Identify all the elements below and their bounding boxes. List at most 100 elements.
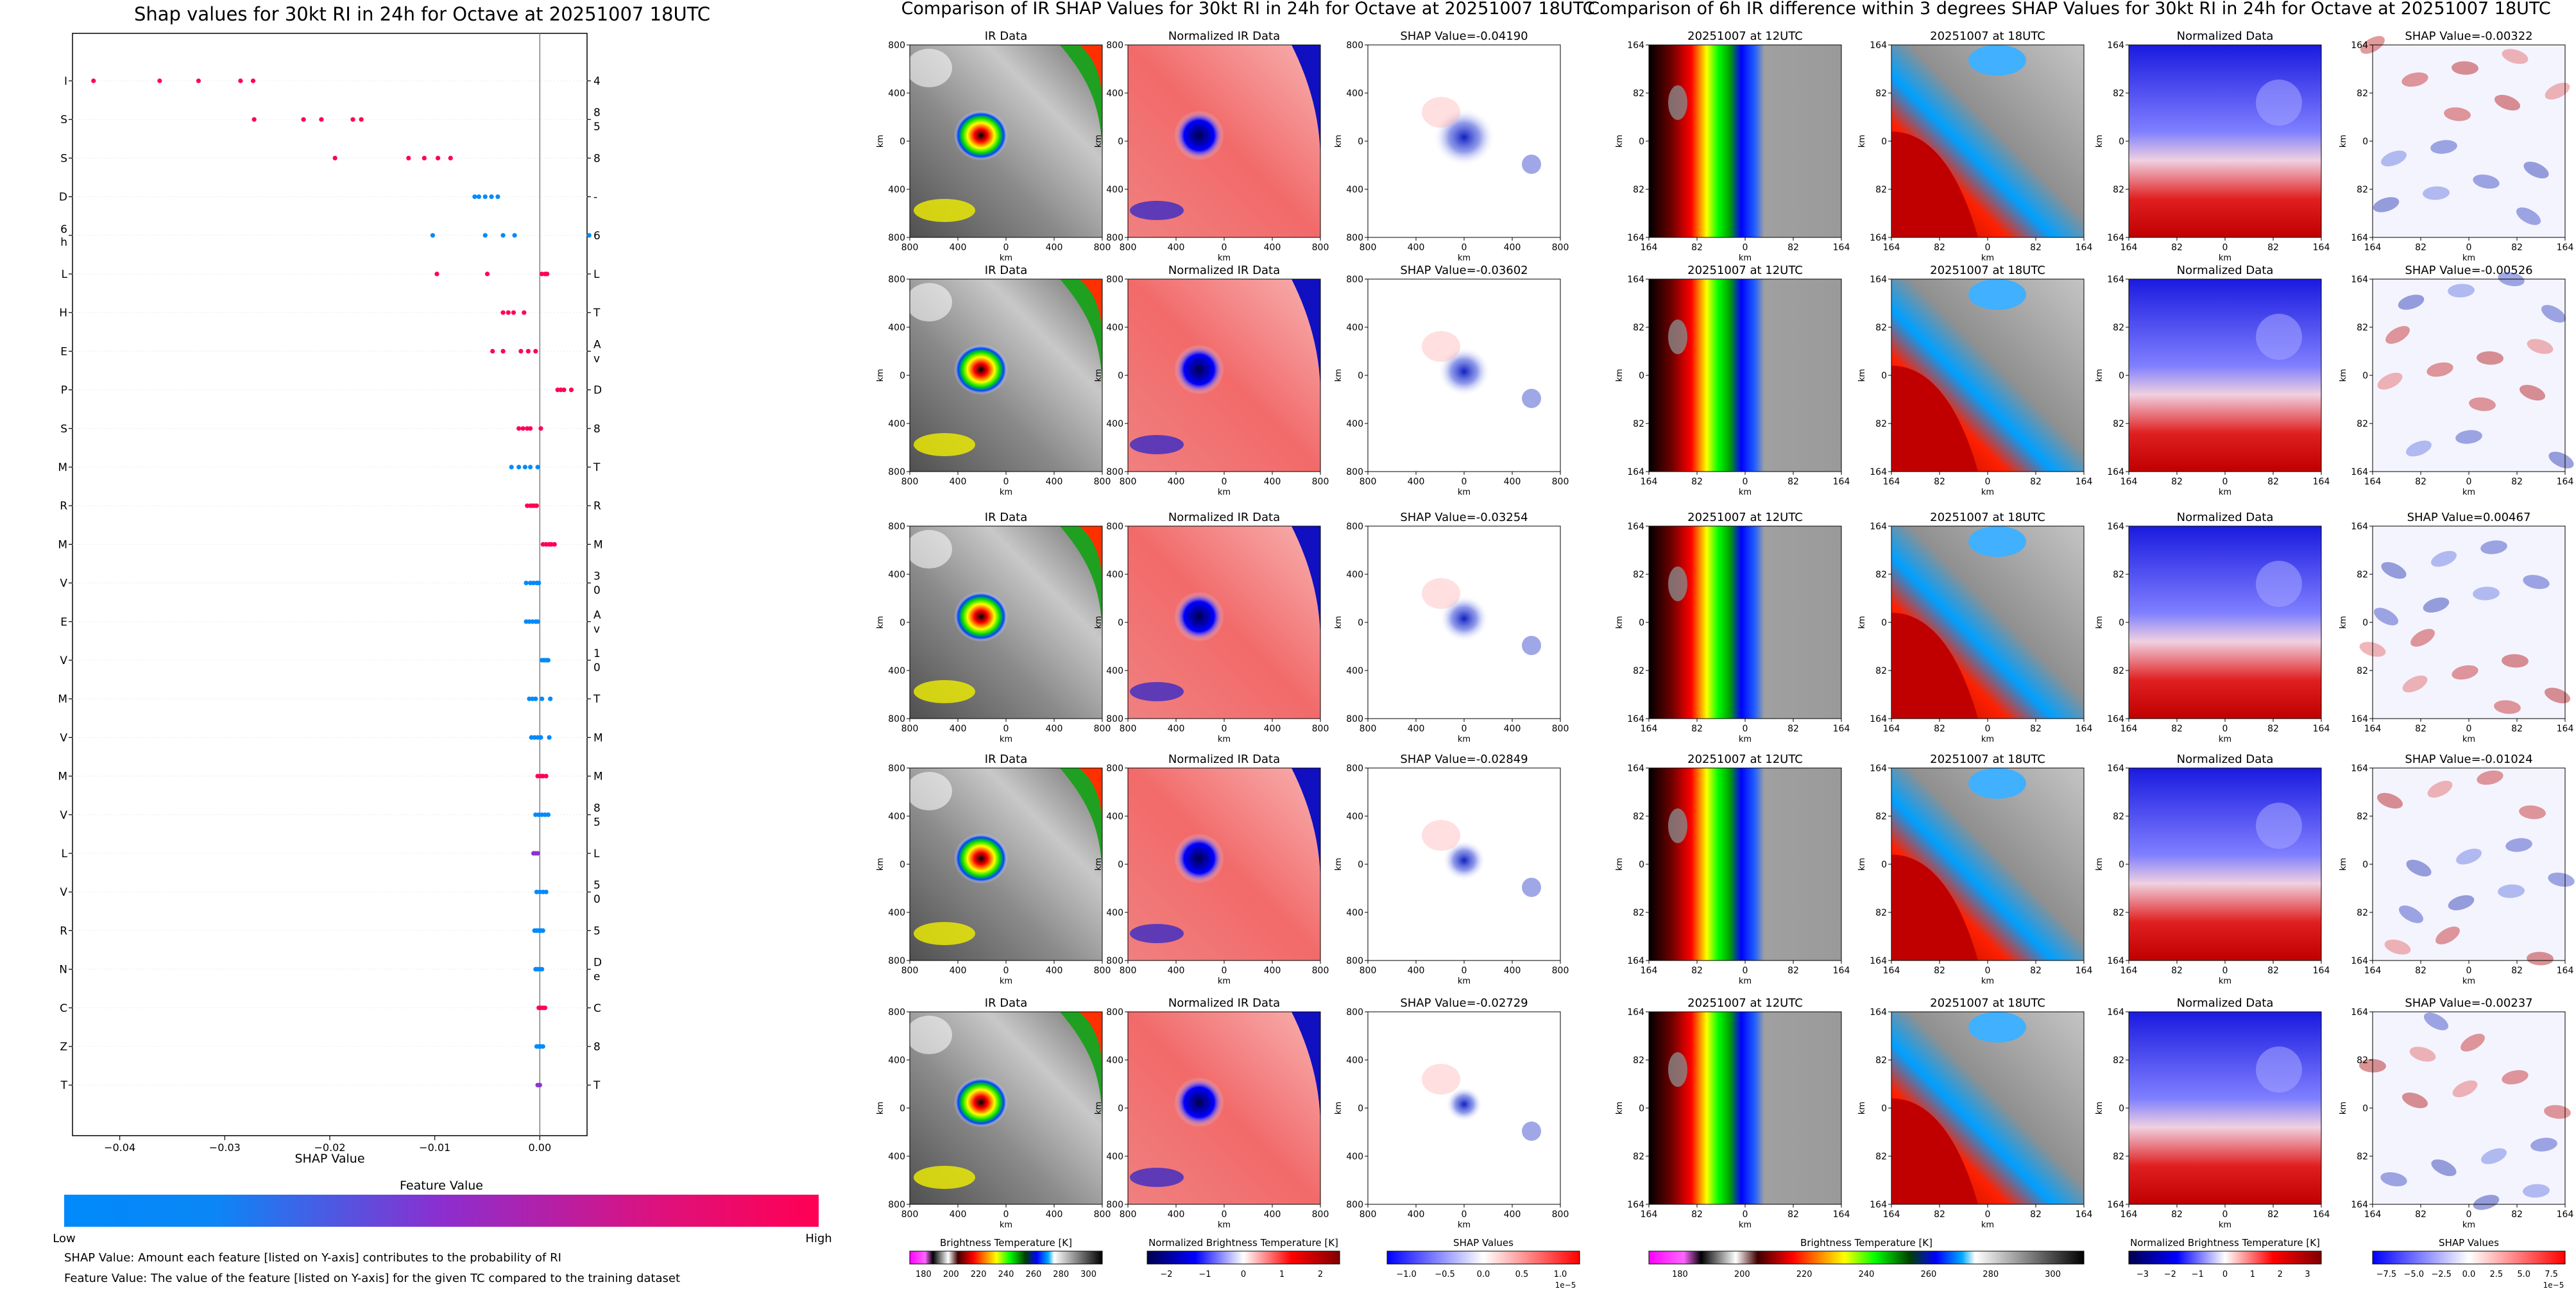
x-tick-label: 400 (1504, 243, 1521, 253)
y-tick-label: 164 (1627, 522, 1644, 532)
y-tick-label: 82 (2113, 323, 2124, 333)
diff-image-12utc (1649, 45, 1841, 237)
y-tick-label: 82 (2357, 570, 2368, 580)
y-tick-label: 0 (1118, 137, 1123, 147)
shap-spot (1442, 840, 1486, 881)
colorbar-label: Brightness Temperature [K] (1800, 1237, 1932, 1249)
colorbar-tick-label: 2 (2278, 1270, 2283, 1279)
shap-positive (1422, 97, 1460, 128)
panel-title: Normalized Data (2177, 996, 2274, 1010)
x-tick-label: 164 (1641, 1209, 1658, 1220)
y-tick-label: 800 (888, 522, 905, 532)
shap-point (500, 348, 506, 354)
x-tick-label: 400 (950, 243, 967, 253)
diff-shap-blob (2473, 586, 2500, 601)
y-tick-label: 164 (2351, 956, 2368, 966)
colorbar-tick-label: −1.0 (1396, 1270, 1417, 1279)
diff-shap-blob (2381, 561, 2407, 579)
x-tick-label: 0 (1003, 966, 1009, 976)
x-tick-label: 0.00 (529, 1141, 552, 1154)
shap-point (472, 194, 477, 200)
x-axis-label: km (2462, 253, 2475, 263)
feature-name-label: M (58, 771, 67, 783)
shap-point (489, 194, 494, 200)
x-axis-label: km (2219, 253, 2231, 263)
x-tick-label: 164 (1833, 966, 1850, 976)
diff-shap-blob (2527, 339, 2554, 354)
feature-description: 5 (593, 121, 601, 133)
feature-name-label: N (59, 964, 67, 977)
y-tick-label: 400 (1106, 570, 1123, 580)
y-tick-label: 82 (1875, 1055, 1887, 1066)
x-tick-label: 164 (1883, 1209, 1900, 1220)
x-tick-label: 0 (1462, 966, 1467, 976)
y-tick-label: 82 (1633, 666, 1644, 676)
shap-point (540, 1044, 545, 1049)
shap-point (543, 889, 549, 894)
y-tick-label: 800 (888, 764, 905, 774)
y-tick-label: 82 (1633, 185, 1644, 195)
norm-band (1292, 768, 1320, 884)
x-tick-label: 82 (2415, 1209, 2427, 1220)
y-tick-label: 164 (2351, 233, 2368, 243)
y-tick-label: 82 (2357, 89, 2368, 99)
shap-point (540, 696, 545, 701)
diff-cold-top (1968, 768, 2026, 799)
feature-description: 5 (593, 816, 601, 829)
shap-point (422, 155, 427, 160)
x-tick-label: 0 (1462, 1209, 1467, 1220)
diff-shap-blob (2523, 1184, 2550, 1198)
shap-point (91, 78, 96, 83)
colorbar-tick-label: 1.0 (1554, 1270, 1567, 1279)
x-tick-label: 164 (1641, 477, 1658, 487)
x-tick-label: 164 (1883, 243, 1900, 253)
x-axis-label: km (1981, 1220, 1994, 1230)
y-axis-label: km (1615, 369, 1625, 382)
x-tick-label: 82 (1787, 724, 1799, 734)
y-tick-label: 0 (1881, 371, 1887, 381)
ir-storm (954, 833, 1008, 884)
feature-description: 1 (593, 647, 601, 660)
y-axis-label: km (1334, 616, 1343, 629)
x-tick-label: 400 (1168, 724, 1185, 734)
y-tick-label: 400 (1106, 89, 1123, 99)
shap-x-axis: −0.04 −0.03 −0.02 −0.01 0.00 (104, 1136, 551, 1154)
y-axis-label: km (876, 369, 885, 382)
y-axis-label: km (1334, 369, 1343, 382)
diff-shap-blob (2456, 848, 2482, 865)
feature-description: M (593, 771, 603, 783)
x-axis-label: km (2219, 977, 2231, 986)
shap-point (547, 735, 552, 740)
ir-cloud-core (1079, 768, 1102, 835)
shap-point (524, 581, 529, 586)
y-tick-label: 82 (2113, 812, 2124, 822)
y-tick-label: 800 (1106, 764, 1123, 774)
x-tick-label: 82 (1934, 243, 1945, 253)
feature-description: 0 (593, 893, 601, 906)
diff-warm-core (1891, 613, 1978, 719)
x-tick-label: 164 (1641, 724, 1658, 734)
diff-shap-blob (2427, 780, 2453, 798)
diff-colorbars: Brightness Temperature [K] 180 200 220 240 26… (1648, 1237, 2566, 1289)
y-tick-label: 82 (2113, 1152, 2124, 1162)
x-axis-label: km (1000, 488, 1012, 497)
feature-description: e (593, 971, 600, 984)
colorbar-tick-label: 3 (2305, 1270, 2310, 1279)
shap-summary-panel: Shap values for 30kt RI in 24h for Octav… (53, 3, 832, 1285)
y-tick-label: 164 (2351, 40, 2368, 51)
colorbar-high-label: High (805, 1232, 832, 1245)
y-tick-label: 800 (888, 40, 905, 51)
y-axis-label: km (1334, 135, 1343, 148)
ir-cloud-band (1060, 526, 1102, 642)
x-tick-label: 82 (2171, 966, 2183, 976)
x-tick-label: 82 (2511, 724, 2523, 734)
shap-point (518, 348, 524, 354)
diff-cold-top (1968, 1012, 2026, 1043)
feature-description: C (593, 1002, 601, 1015)
x-tick-label: 400 (1046, 966, 1063, 976)
